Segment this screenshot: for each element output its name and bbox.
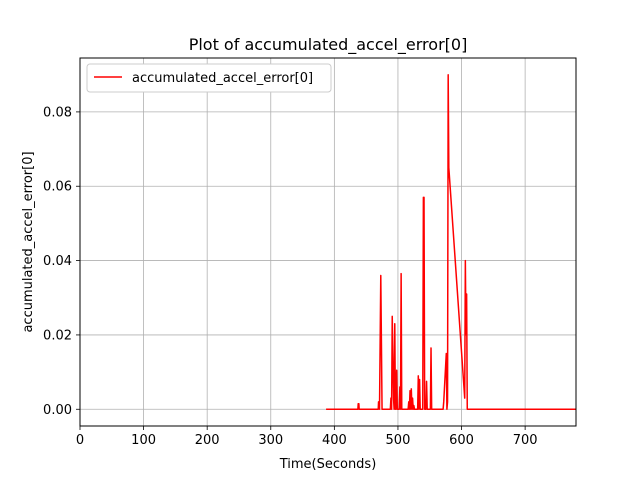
y-tick-label: 0.06	[43, 180, 72, 195]
plot-series	[326, 73, 576, 411]
y-tick-label: 0.00	[43, 403, 72, 418]
x-axis-label: Time(Seconds)	[279, 457, 377, 472]
x-tick-label: 100	[131, 433, 156, 448]
legend-box	[86, 63, 332, 93]
grid	[79, 58, 576, 426]
x-tick-label: 0	[76, 433, 84, 448]
x-tick-label: 400	[322, 433, 347, 448]
x-tick-label: 200	[195, 433, 220, 448]
legend-label: accumulated_accel_error[0]	[132, 71, 313, 86]
x-tick-label: 300	[258, 433, 283, 448]
x-axis-ticks: 0 100 200 300 400 500 600 700	[76, 426, 538, 448]
y-tick-label: 0.04	[43, 254, 72, 269]
y-axis-label: accumulated_accel_error[0]	[21, 151, 36, 332]
series-line	[326, 73, 576, 411]
x-tick-label: 700	[513, 433, 538, 448]
x-tick-label: 500	[386, 433, 411, 448]
legend: accumulated_accel_error[0]	[86, 63, 332, 93]
y-tick-label: 0.08	[43, 105, 72, 120]
x-tick-label: 600	[449, 433, 474, 448]
y-tick-label: 0.02	[43, 328, 72, 343]
chart-title: Plot of accumulated_accel_error[0]	[189, 35, 468, 55]
y-axis-ticks: 0.00 0.02 0.04 0.06 0.08	[43, 105, 80, 418]
axes-frame	[79, 57, 577, 427]
